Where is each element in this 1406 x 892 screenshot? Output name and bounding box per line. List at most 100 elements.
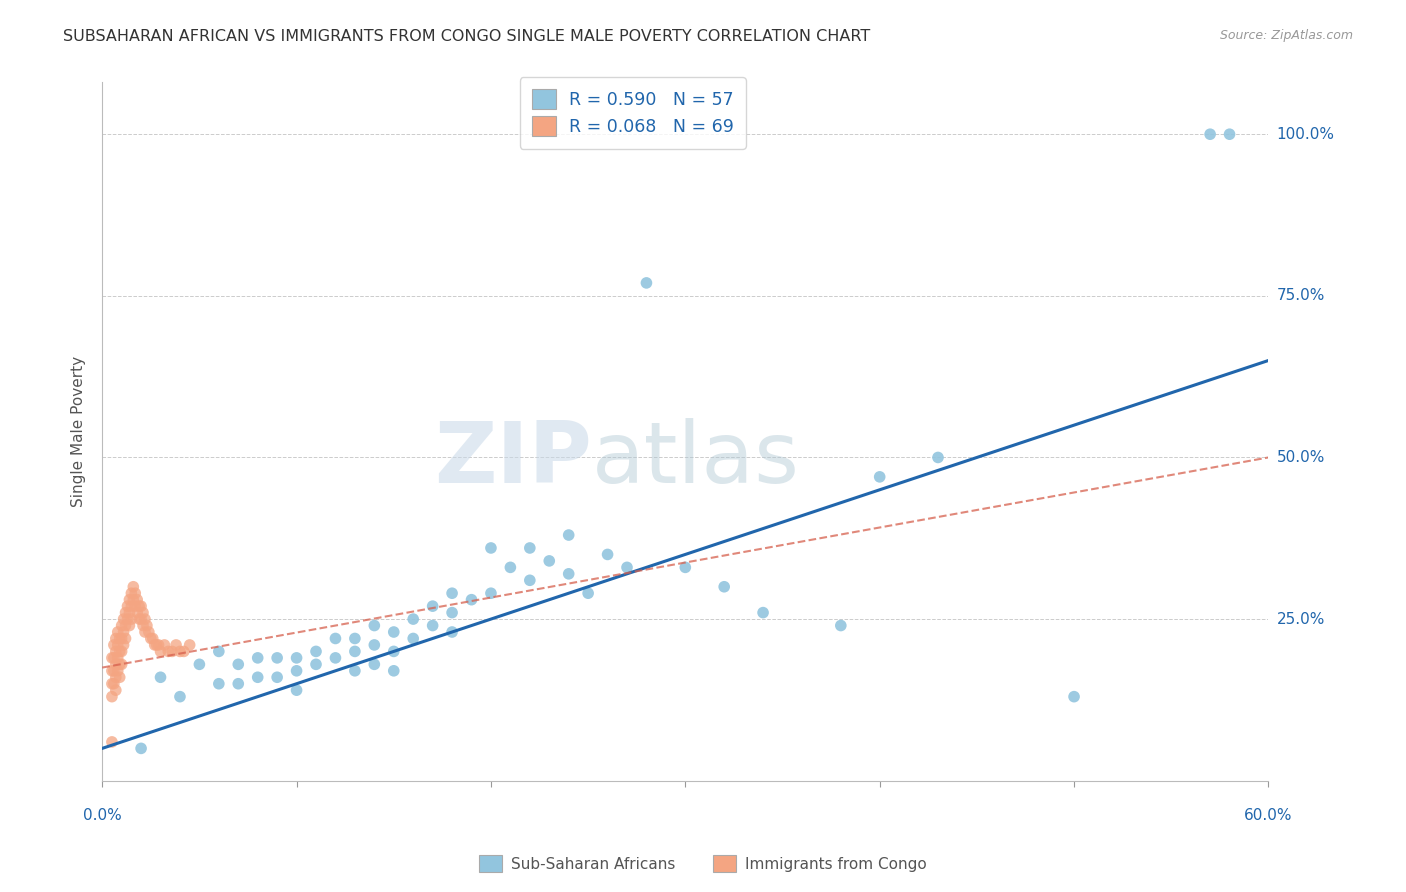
Point [118, 606, 141, 620]
Point [173, 644, 195, 658]
Point [108, 632, 131, 646]
Point [422, 599, 444, 614]
Point [104, 683, 127, 698]
Point [111, 618, 134, 632]
Point [107, 651, 129, 665]
Text: 60.0%: 60.0% [1244, 808, 1292, 823]
Point [160, 644, 183, 658]
Point [132, 606, 155, 620]
Point [129, 599, 152, 614]
Point [122, 592, 145, 607]
Text: 25.0%: 25.0% [1277, 612, 1324, 626]
Point [108, 657, 131, 672]
Point [103, 677, 125, 691]
Point [142, 632, 165, 646]
Point [363, 618, 385, 632]
Point [305, 657, 328, 672]
Point [129, 612, 152, 626]
Point [188, 657, 211, 672]
Point [117, 599, 139, 614]
Point [127, 606, 149, 620]
Point [103, 638, 125, 652]
Point [103, 664, 125, 678]
Point [169, 690, 191, 704]
Point [402, 612, 425, 626]
Point [101, 664, 124, 678]
Point [145, 638, 167, 652]
Point [112, 625, 135, 640]
Point [124, 586, 146, 600]
Point [343, 632, 366, 646]
Point [104, 670, 127, 684]
Point [519, 541, 541, 555]
Point [226, 677, 249, 691]
Point [111, 644, 134, 658]
Point [135, 618, 157, 632]
Point [157, 644, 180, 658]
Point [107, 625, 129, 640]
Point [305, 644, 328, 658]
Point [285, 664, 308, 678]
Point [285, 651, 308, 665]
Point [138, 625, 160, 640]
Point [673, 560, 696, 574]
Point [479, 586, 502, 600]
Point [112, 638, 135, 652]
Point [134, 612, 156, 626]
Point [149, 644, 172, 658]
Point [752, 606, 775, 620]
Point [363, 638, 385, 652]
Point [108, 670, 131, 684]
Point [479, 541, 502, 555]
Point [285, 683, 308, 698]
Point [101, 677, 124, 691]
Point [208, 644, 231, 658]
Point [422, 618, 444, 632]
Point [120, 586, 142, 600]
Point [111, 632, 134, 646]
Text: 100.0%: 100.0% [1277, 127, 1334, 142]
Point [169, 644, 191, 658]
Point [179, 638, 201, 652]
Point [1219, 127, 1241, 141]
Point [869, 470, 891, 484]
Point [830, 618, 852, 632]
Point [134, 625, 156, 640]
Text: ZIP: ZIP [434, 418, 592, 501]
Point [122, 580, 145, 594]
Point [112, 612, 135, 626]
Point [104, 644, 127, 658]
Point [107, 638, 129, 652]
Point [441, 606, 464, 620]
Point [382, 664, 405, 678]
Point [128, 599, 150, 614]
Point [127, 592, 149, 607]
Point [441, 586, 464, 600]
Point [120, 612, 142, 626]
Point [927, 450, 949, 465]
Point [266, 670, 288, 684]
Legend: Sub-Saharan Africans, Immigrants from Congo: Sub-Saharan Africans, Immigrants from Co… [471, 847, 935, 880]
Point [596, 548, 619, 562]
Point [325, 651, 347, 665]
Point [128, 612, 150, 626]
Point [101, 651, 124, 665]
Point [114, 606, 136, 620]
Legend: R = 0.590   N = 57, R = 0.068   N = 69: R = 0.590 N = 57, R = 0.068 N = 69 [520, 78, 745, 149]
Point [118, 618, 141, 632]
Point [1199, 127, 1222, 141]
Point [101, 690, 124, 704]
Point [101, 735, 124, 749]
Point [266, 651, 288, 665]
Point [103, 651, 125, 665]
Text: atlas: atlas [592, 418, 800, 501]
Text: 0.0%: 0.0% [83, 808, 121, 823]
Point [538, 554, 561, 568]
Point [108, 644, 131, 658]
Point [460, 592, 482, 607]
Point [148, 638, 170, 652]
Point [114, 618, 136, 632]
Point [104, 632, 127, 646]
Point [325, 632, 347, 646]
Point [118, 592, 141, 607]
